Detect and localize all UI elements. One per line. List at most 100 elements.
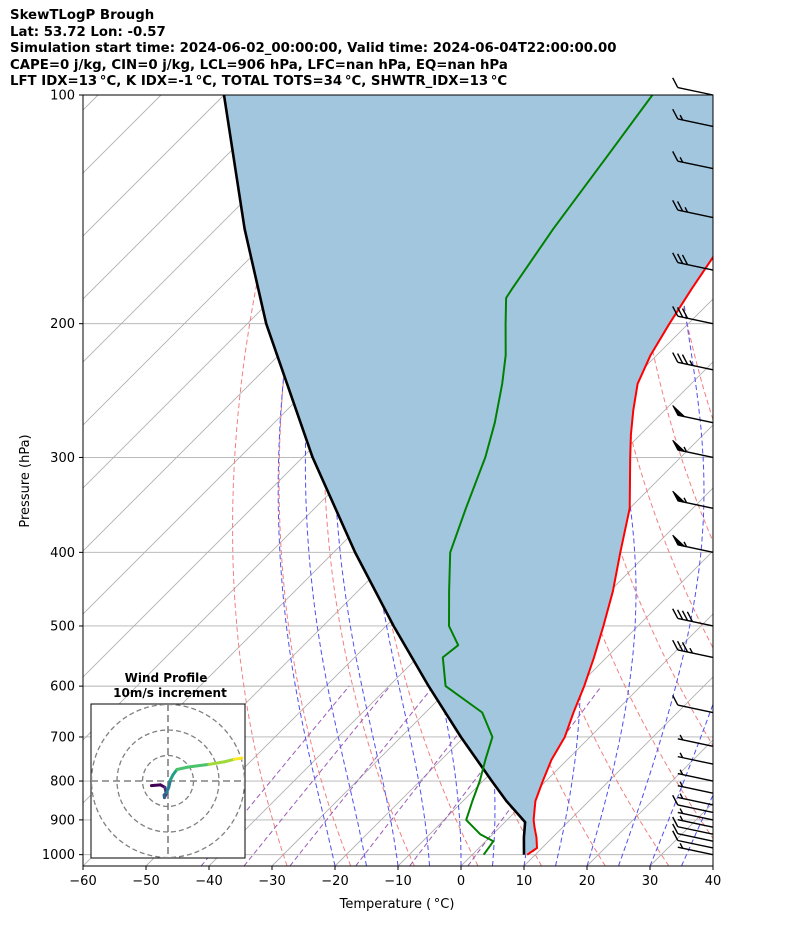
barb-full [672, 794, 679, 806]
x-tick-label: −30 [258, 874, 285, 889]
mixing-ratio-line [243, 685, 391, 866]
barb-full [676, 609, 684, 620]
x-axis: −60 −50 −40 −30 −20 −10 0 10 20 30 40 [69, 866, 721, 889]
barb-half [679, 808, 684, 814]
barb-full [672, 830, 679, 841]
wind-barb [677, 769, 714, 782]
indices-line: LFT IDX=13 °C, K IDX=-1 °C, TOTAL TOTS=3… [10, 74, 508, 89]
isotherm-line [460, 613, 713, 866]
barb-staff [677, 86, 714, 96]
barb-staff [677, 785, 714, 794]
hodograph-plot [91, 704, 245, 858]
x-tick-label: −20 [321, 874, 348, 889]
x-tick-label: −10 [384, 874, 411, 889]
wind-barb [672, 794, 714, 814]
wind-barb [672, 830, 714, 849]
wind-barb [672, 306, 714, 325]
barb-full [672, 816, 679, 828]
x-tick-label: 40 [705, 874, 722, 889]
dry-adiabat [366, 95, 479, 866]
barb-full [681, 254, 689, 265]
barb-full [676, 253, 684, 264]
wind-barb [677, 808, 714, 821]
y-tick-label: 700 [50, 730, 75, 745]
barb-half [679, 752, 684, 758]
barb-staff [677, 261, 714, 271]
barb-half [683, 541, 688, 548]
barb-staff [677, 833, 714, 842]
wind-barb [677, 815, 714, 828]
hodograph-segment [222, 757, 236, 764]
wind-barb [672, 639, 714, 659]
barb-full [681, 354, 689, 365]
y-tick-label: 400 [50, 546, 75, 561]
wind-barb [672, 200, 714, 219]
isotherm-line [712, 865, 713, 866]
hodograph-title: Wind Profile [125, 671, 208, 685]
wind-barb [672, 823, 714, 842]
barb-staff [677, 818, 714, 828]
hodograph-subtitle: 10m/s increment [113, 686, 227, 700]
barb-half [679, 734, 684, 741]
barb-staff [677, 839, 714, 849]
moist-adiabat [277, 95, 341, 866]
wind-barb [672, 534, 714, 554]
chart-title: SkewTLogP Brough [10, 8, 155, 23]
x-axis-title: Temperature ( °C) [339, 897, 455, 912]
barb-half [679, 793, 684, 799]
barb-full [672, 200, 679, 211]
y-tick-label: 200 [50, 317, 75, 332]
barb-flag [672, 405, 687, 418]
isotherm-line [83, 95, 351, 363]
barb-full [676, 353, 684, 364]
barb-staff [677, 617, 714, 627]
barb-staff [677, 811, 714, 821]
wind-barb [672, 108, 714, 128]
barb-full [676, 640, 684, 652]
barb-staff [677, 209, 714, 219]
barb-staff [677, 649, 714, 659]
y-tick-label: 600 [50, 680, 75, 695]
dry-adiabat [278, 95, 352, 866]
location-line: Lat: 53.72 Lon: -0.57 [10, 24, 166, 40]
barb-staff [677, 118, 714, 128]
barb-full [686, 611, 694, 622]
barb-half [683, 497, 688, 504]
wind-barb [672, 405, 714, 424]
barb-half [679, 843, 684, 849]
barb-half [679, 156, 684, 163]
y-tick-label: 300 [50, 451, 75, 466]
barb-staff [677, 804, 714, 814]
wind-barb [677, 752, 714, 765]
wind-barb [677, 781, 714, 794]
profile-lines [222, 95, 713, 856]
chart-header: SkewTLogP Brough Lat: 53.72 Lon: -0.57 S… [10, 8, 617, 91]
barb-staff [677, 160, 714, 170]
barb-full [672, 77, 679, 88]
barb-staff [677, 315, 714, 325]
barb-full [672, 639, 679, 651]
x-tick-label: −40 [195, 874, 222, 889]
barb-full [676, 201, 684, 212]
isotherm-line [271, 424, 713, 866]
y-tick-label: 1000 [42, 848, 75, 863]
dry-adiabat [232, 95, 306, 866]
wind-barb [672, 352, 714, 371]
barb-full [681, 308, 689, 319]
barb-full [681, 641, 689, 653]
wind-barb [672, 608, 714, 627]
wind-barb [672, 77, 714, 96]
barb-full [672, 352, 679, 363]
x-tick-label: 30 [642, 874, 659, 889]
mixing-ratio-line [289, 685, 434, 866]
barb-half [683, 446, 688, 453]
y-tick-label: 500 [50, 619, 75, 634]
wind-barb [672, 151, 714, 170]
x-tick-label: 20 [579, 874, 596, 889]
hodograph-segment [186, 762, 211, 769]
cape-line: CAPE=0 j/kg, CIN=0 j/kg, LCL=906 hPa, LF… [10, 57, 508, 73]
wind-barb [677, 843, 714, 856]
y-axis: 1000 900 800 700 600 500 400 300 200 100 [42, 89, 83, 863]
wind-barb [672, 252, 714, 271]
